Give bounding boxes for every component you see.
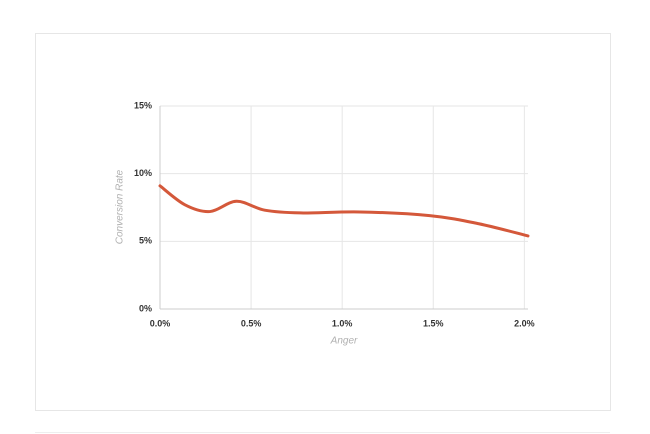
- y-axis-title: Conversion Rate: [115, 169, 126, 244]
- y-tick-label: 10%: [134, 168, 152, 178]
- x-tick-label: 0.5%: [241, 318, 262, 328]
- y-tick-label: 0%: [139, 303, 152, 313]
- x-tick-label: 1.5%: [423, 318, 444, 328]
- card: [35, 33, 611, 411]
- line: [158, 184, 530, 238]
- x-tick-label: 1.0%: [332, 318, 353, 328]
- y-tick-label: 5%: [139, 236, 152, 246]
- x-tick-label: 2.0%: [514, 318, 535, 328]
- y-tick-label: 15%: [134, 100, 152, 110]
- x-axis-title: Anger: [330, 336, 358, 347]
- x-tick-label: 0.0%: [150, 318, 171, 328]
